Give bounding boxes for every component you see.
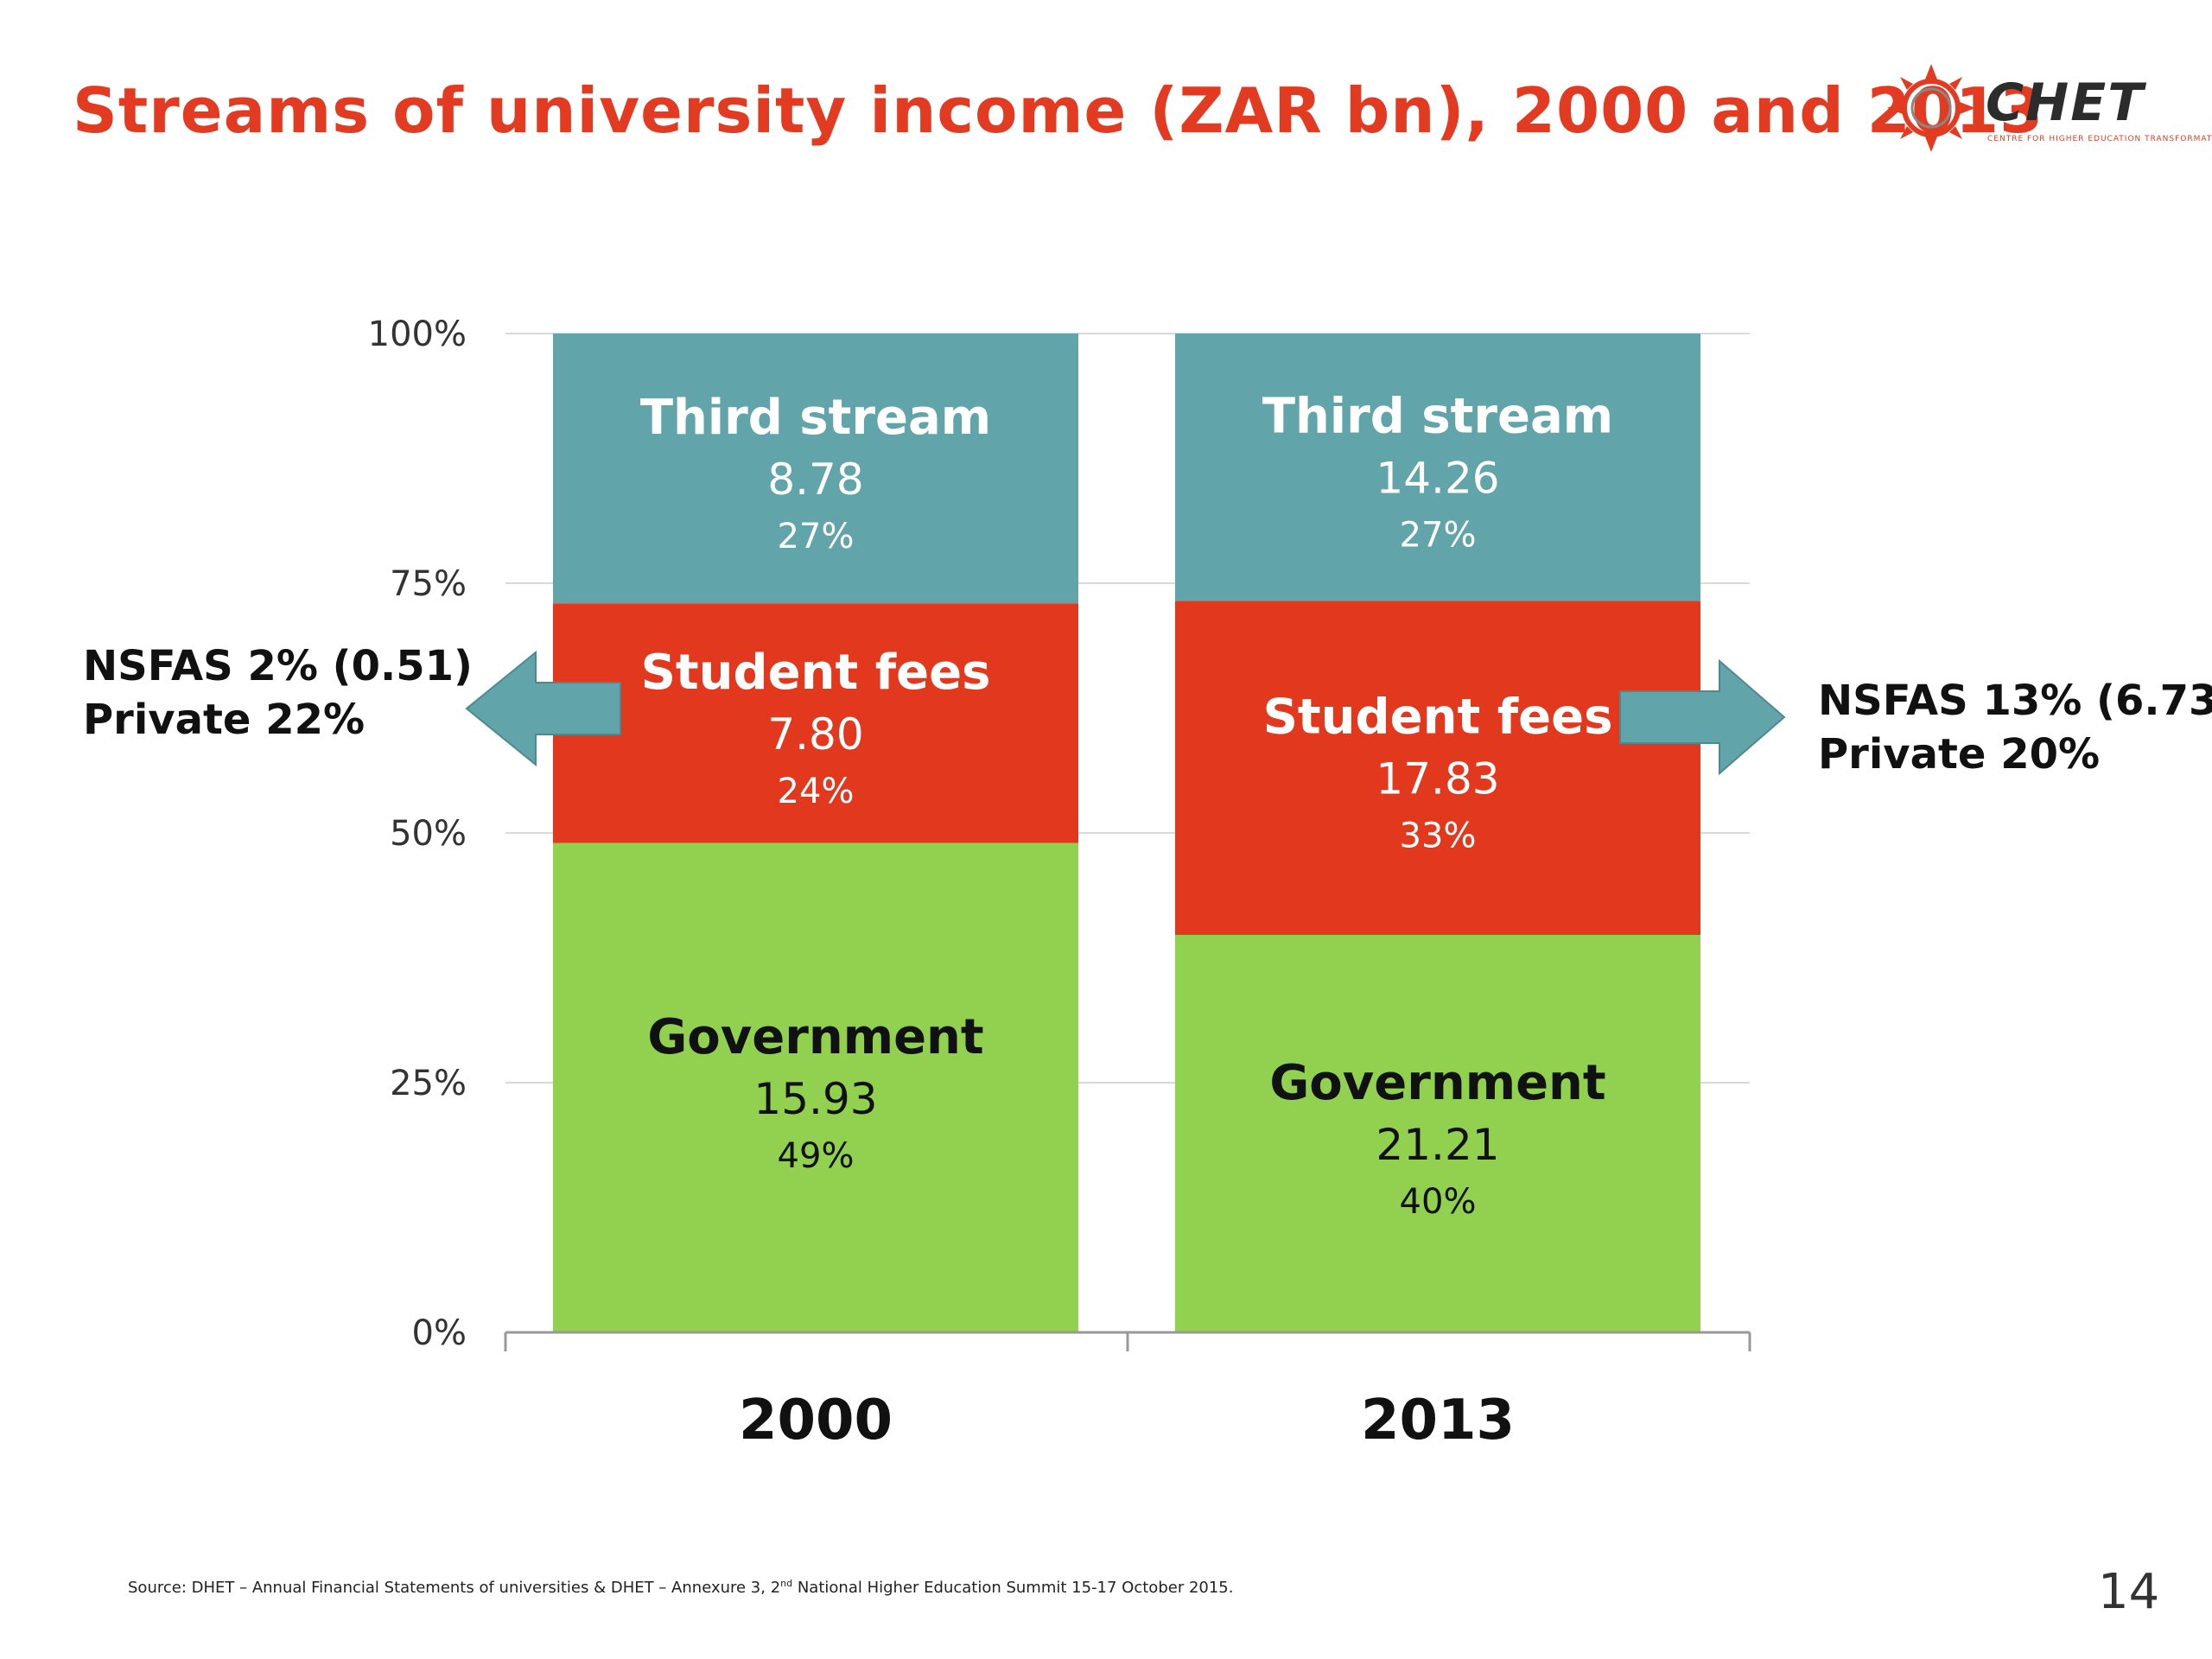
segment-value-label: 17.83 [1376, 754, 1499, 804]
left-arrow-icon [465, 650, 621, 767]
note-right: NSFAS 13% (6.73) Private 20% [1818, 674, 2212, 781]
bar-segment-government [553, 842, 1078, 1332]
segment-percent-label: 24% [778, 772, 855, 811]
source-sup: nd [780, 1578, 793, 1589]
segment-percent-label: 27% [1400, 516, 1477, 556]
y-tick-label: 25% [390, 1064, 467, 1103]
segment-percent-label: 27% [778, 517, 855, 556]
segment-name-label: Student fees [1263, 690, 1613, 746]
source-suffix: National Higher Education Summit 15-17 O… [792, 1579, 1234, 1597]
segment-value-label: 21.21 [1376, 1120, 1499, 1170]
x-tick-label: 2000 [739, 1389, 893, 1452]
logo-subtitle: CENTRE FOR HIGHER EDUCATION TRANSFORMATI… [1987, 135, 2212, 143]
segment-percent-label: 40% [1400, 1182, 1477, 1222]
right-arrow-icon [1619, 658, 1786, 776]
logo-text: CHET [1986, 73, 2145, 133]
bar-segment-third-stream [553, 334, 1078, 604]
note-left-line-2: Private 22% [83, 696, 365, 744]
chet-logo: CHET CENTRE FOR HIGHER EDUCATION TRANSFO… [1884, 60, 2212, 164]
bar-segment-third-stream [1175, 334, 1700, 601]
segment-percent-label: 33% [1400, 817, 1477, 856]
source-prefix: Source: DHET – Annual Financial Statemen… [128, 1579, 781, 1597]
x-tick-label: 2013 [1361, 1389, 1515, 1452]
note-right-line-2: Private 20% [1818, 730, 2101, 779]
segment-percent-label: 49% [778, 1136, 855, 1176]
bar-segment-student-fees [553, 603, 1078, 843]
segment-value-label: 15.93 [753, 1074, 877, 1124]
bar-segment-student-fees [1175, 601, 1700, 935]
source-note: Source: DHET – Annual Financial Statemen… [128, 1578, 1233, 1597]
y-tick-label: 0% [412, 1313, 467, 1353]
segment-value-label: 7.80 [767, 709, 863, 760]
segment-name-label: Third stream [640, 390, 991, 446]
sun-icon [1887, 64, 1975, 152]
note-left-line-1: NSFAS 2% (0.51) [83, 642, 473, 690]
page-number: 14 [2098, 1564, 2160, 1620]
y-tick-label: 100% [368, 315, 467, 354]
segment-value-label: 14.26 [1376, 454, 1499, 504]
segment-name-label: Government [647, 1009, 983, 1065]
y-tick-label: 75% [390, 564, 467, 604]
note-right-line-1: NSFAS 13% (6.73) [1818, 677, 2212, 725]
note-left: NSFAS 2% (0.51) Private 22% [83, 639, 473, 747]
bar-segment-government [1175, 934, 1700, 1332]
y-tick-label: 50% [390, 814, 467, 854]
segment-value-label: 8.78 [767, 454, 863, 505]
slide-title: Streams of university income (ZAR bn), 2… [73, 74, 2044, 147]
segment-name-label: Third stream [1262, 389, 1613, 445]
segment-name-label: Student fees [641, 645, 991, 701]
segment-name-label: Government [1269, 1055, 1605, 1111]
